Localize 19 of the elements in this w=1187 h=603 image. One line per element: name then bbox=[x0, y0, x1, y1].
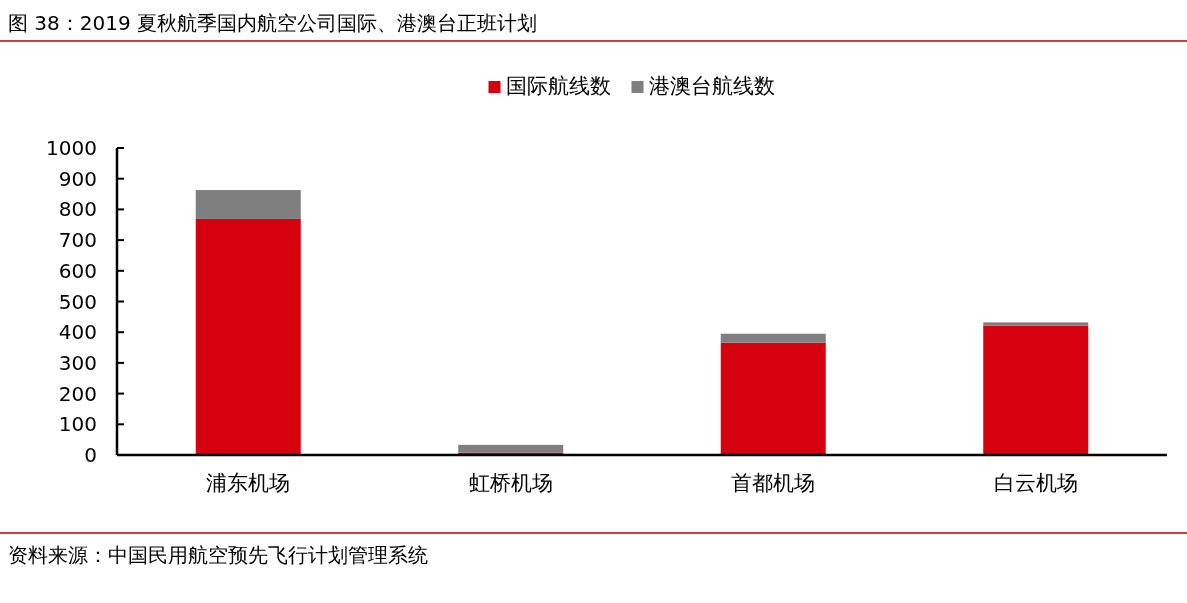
x-tick-label: 虹桥机场 bbox=[468, 471, 553, 495]
y-tick-label: 100 bbox=[58, 412, 97, 437]
y-tick-label: 400 bbox=[58, 320, 97, 345]
y-tick-label: 700 bbox=[58, 228, 97, 253]
legend-label: 港澳台航线数 bbox=[648, 74, 775, 98]
y-tick-label: 300 bbox=[58, 350, 97, 375]
legend-label: 国际航线数 bbox=[505, 74, 611, 98]
y-tick-label: 0 bbox=[84, 443, 97, 467]
y-tick-label: 600 bbox=[58, 258, 97, 283]
chart-title: 图 38：2019 夏秋航季国内航空公司国际、港澳台正班计划 bbox=[8, 11, 538, 35]
x-tick-label: 首都机场 bbox=[731, 471, 816, 495]
x-tick-label: 白云机场 bbox=[993, 471, 1078, 495]
text: 资料来源：中国民用航空预先飞行计划管理系统 bbox=[8, 543, 428, 567]
x-tick-label: 浦东机场 bbox=[206, 471, 291, 495]
y-tick-label: 200 bbox=[58, 381, 97, 406]
y-tick-label: 900 bbox=[58, 166, 97, 191]
y-tick-label: 500 bbox=[58, 289, 97, 314]
y-tick-label: 1000 bbox=[46, 136, 97, 160]
y-tick-label: 800 bbox=[58, 197, 97, 222]
